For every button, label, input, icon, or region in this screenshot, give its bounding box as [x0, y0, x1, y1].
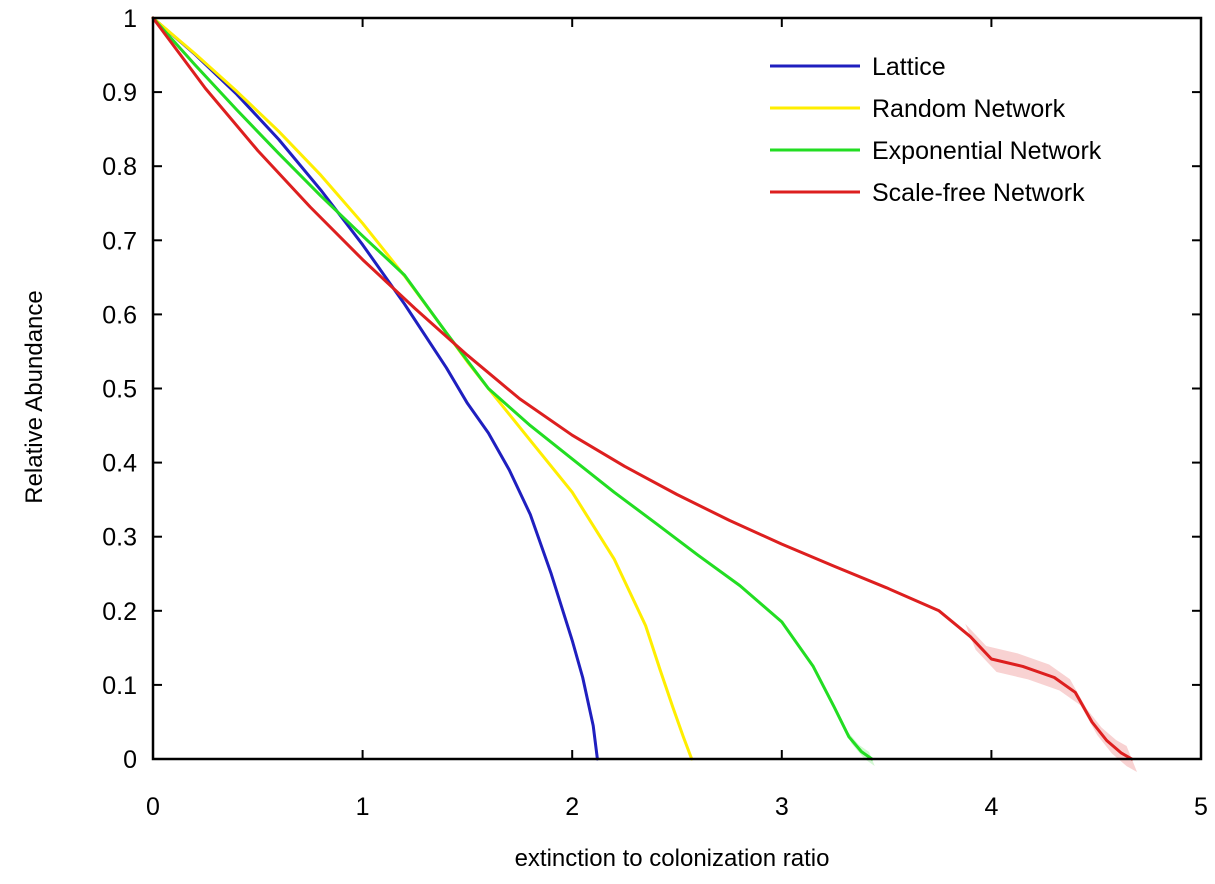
y-tick-label: 0.9: [102, 79, 137, 107]
x-tick-label: 0: [146, 793, 160, 821]
y-tick-label: 0.4: [102, 450, 137, 478]
y-tick-label: 0.8: [102, 153, 137, 181]
y-tick-labels: 0 0.1 0.2 0.3 0.4 0.5 0.6 0.7 0.8 0.9 1: [102, 5, 137, 774]
series-line-scale-free-network: [151, 16, 1134, 761]
axis-ticks: [152, 17, 1202, 760]
y-tick-label: 0.5: [102, 376, 137, 404]
legend: Lattice Random Network Exponential Network…: [770, 53, 1102, 207]
x-axis-label: extinction to colonization ratio: [515, 845, 830, 872]
y-tick-label: 0.2: [102, 598, 137, 626]
x-tick-label: 1: [356, 793, 370, 821]
y-tick-label: 0.1: [102, 672, 137, 700]
x-tick-labels: 0 1 2 3 4 5: [146, 793, 1208, 821]
y-tick-label: 1: [123, 5, 137, 33]
band-scale-free-network: [965, 623, 1137, 772]
y-tick-label: 0.3: [102, 524, 137, 552]
y-tick-label: 0.6: [102, 301, 137, 329]
y-axis-label: Relative Abundance: [21, 290, 48, 504]
x-tick-label: 5: [1194, 793, 1208, 821]
series-line-lattice: [151, 16, 599, 761]
x-tick-label: 2: [565, 793, 579, 821]
x-tick-label: 4: [984, 793, 998, 821]
y-tick-label: 0: [123, 746, 137, 774]
x-tick-label: 3: [775, 793, 789, 821]
legend-label: Scale-free Network: [872, 179, 1085, 207]
y-tick-label: 0.7: [102, 227, 137, 255]
series-lines: [151, 16, 1134, 761]
legend-label: Lattice: [872, 53, 946, 81]
series-line-exponential-network: [151, 16, 874, 761]
legend-label: Random Network: [872, 95, 1066, 123]
legend-label: Exponential Network: [872, 137, 1102, 165]
